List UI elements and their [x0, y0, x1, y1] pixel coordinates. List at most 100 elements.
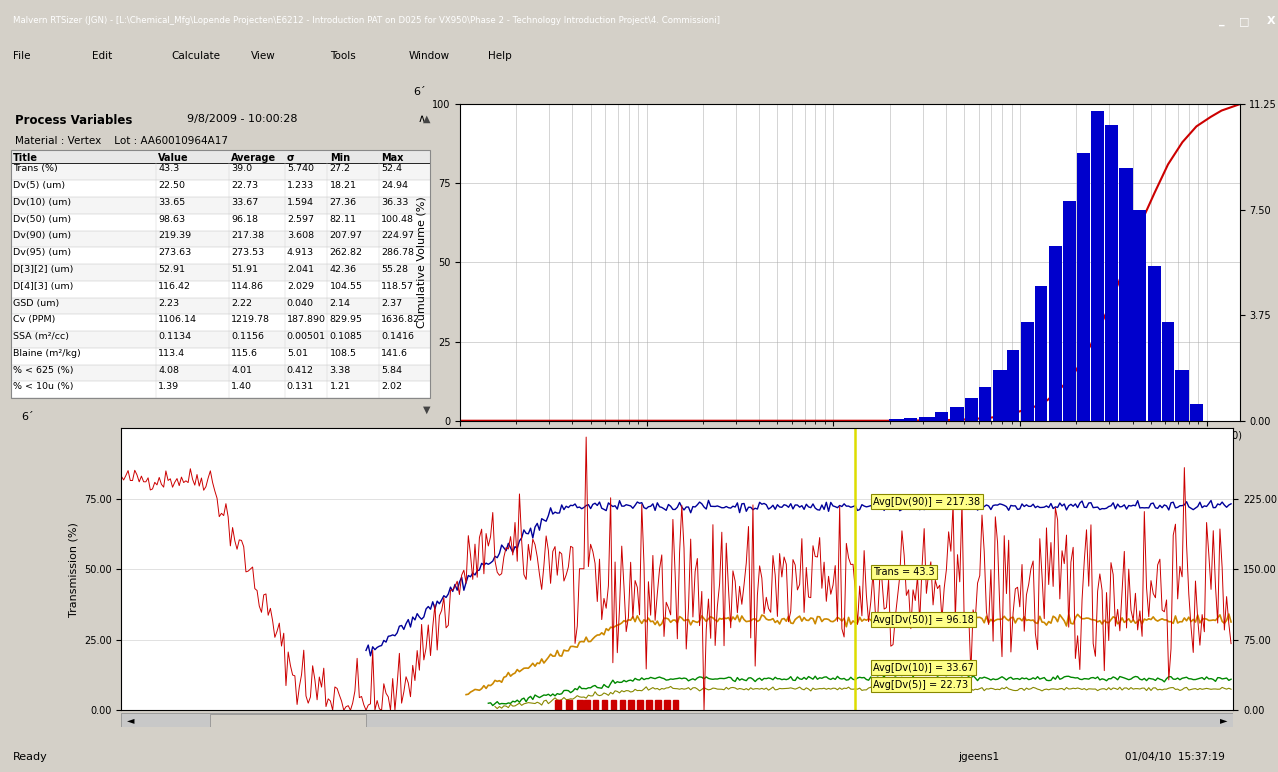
Text: 52.91: 52.91: [158, 265, 185, 274]
Text: 52.4: 52.4: [381, 164, 403, 174]
Text: 27.36: 27.36: [330, 198, 357, 207]
Text: Avg[Dv(50)] = 96.18: Avg[Dv(50)] = 96.18: [873, 615, 974, 625]
Text: Trans = 43.3: Trans = 43.3: [873, 567, 934, 577]
Text: 141.6: 141.6: [381, 349, 408, 358]
Bar: [629, 700, 634, 710]
Text: 4.01: 4.01: [231, 366, 252, 374]
Text: 217.38: 217.38: [231, 232, 265, 240]
Y-axis label: Cumulative Volume (%): Cumulative Volume (%): [417, 197, 427, 328]
Text: Avg[Dv(90)] = 217.38: Avg[Dv(90)] = 217.38: [873, 496, 980, 506]
Text: 1636.82: 1636.82: [381, 315, 420, 324]
Text: 108.5: 108.5: [330, 349, 357, 358]
Bar: [1190, 404, 1203, 421]
Text: 0.1416: 0.1416: [381, 332, 414, 341]
Text: ◄: ◄: [127, 716, 134, 725]
Text: 82.11: 82.11: [330, 215, 357, 224]
Text: 4.913: 4.913: [286, 249, 314, 257]
Text: 33.67: 33.67: [231, 198, 258, 207]
Text: 262.82: 262.82: [330, 249, 363, 257]
Bar: [555, 700, 561, 710]
Bar: [1077, 154, 1090, 421]
Bar: [656, 700, 661, 710]
Text: 273.63: 273.63: [158, 249, 192, 257]
FancyBboxPatch shape: [10, 164, 431, 180]
Text: X: X: [1266, 16, 1275, 25]
Text: % < 10u (%): % < 10u (%): [13, 382, 73, 391]
Text: 0.131: 0.131: [286, 382, 314, 391]
Bar: [647, 700, 652, 710]
Text: 286.78: 286.78: [381, 249, 414, 257]
Bar: [889, 419, 905, 421]
Text: 0.00501: 0.00501: [286, 332, 326, 341]
Text: 829.95: 829.95: [330, 315, 363, 324]
Bar: [919, 417, 935, 421]
Bar: [1063, 201, 1076, 421]
Text: 2.597: 2.597: [286, 215, 314, 224]
Text: 96.18: 96.18: [231, 215, 258, 224]
Text: 0.040: 0.040: [286, 299, 314, 307]
Bar: [905, 418, 916, 421]
Text: % < 625 (%): % < 625 (%): [13, 366, 73, 374]
Text: 6´: 6´: [22, 412, 35, 422]
FancyBboxPatch shape: [121, 713, 1233, 727]
Text: 55.28: 55.28: [381, 265, 408, 274]
Text: 100.48: 100.48: [381, 215, 414, 224]
Text: 207.97: 207.97: [330, 232, 363, 240]
Text: 1.594: 1.594: [286, 198, 314, 207]
Bar: [1134, 210, 1146, 421]
Bar: [1105, 125, 1118, 421]
Text: 273.53: 273.53: [231, 249, 265, 257]
FancyBboxPatch shape: [10, 298, 431, 314]
Text: 5.84: 5.84: [381, 366, 403, 374]
Bar: [1049, 246, 1062, 421]
Bar: [1021, 322, 1034, 421]
Text: 2.02: 2.02: [381, 382, 403, 391]
Text: D[3][2] (um): D[3][2] (um): [13, 265, 73, 274]
FancyBboxPatch shape: [10, 150, 431, 163]
Text: 22.50: 22.50: [158, 181, 185, 190]
Text: Trans (%): Trans (%): [13, 164, 58, 174]
Text: 0.412: 0.412: [286, 366, 314, 374]
Text: σ: σ: [286, 154, 294, 164]
Text: jgeens1: jgeens1: [958, 752, 999, 761]
Text: Avg[Dv(5)] = 22.73: Avg[Dv(5)] = 22.73: [873, 679, 969, 689]
Text: 5.01: 5.01: [286, 349, 308, 358]
Bar: [1162, 322, 1174, 421]
FancyBboxPatch shape: [10, 264, 431, 281]
Text: ∧: ∧: [418, 113, 426, 124]
Text: 27.2: 27.2: [330, 164, 350, 174]
Y-axis label: Transmission (%): Transmission (%): [69, 522, 78, 617]
Text: 39.0: 39.0: [231, 164, 252, 174]
Text: 1219.78: 1219.78: [231, 315, 270, 324]
Bar: [1007, 350, 1020, 421]
Text: 1.39: 1.39: [158, 382, 179, 391]
Text: 224.97: 224.97: [381, 232, 414, 240]
Text: 22.73: 22.73: [231, 181, 258, 190]
Text: Min: Min: [330, 154, 350, 164]
Bar: [993, 370, 1007, 421]
Text: 6´: 6´: [413, 86, 426, 96]
FancyBboxPatch shape: [10, 197, 431, 214]
Bar: [578, 700, 583, 710]
Text: Dv(10) (um): Dv(10) (um): [13, 198, 72, 207]
Text: 5.740: 5.740: [286, 164, 314, 174]
FancyBboxPatch shape: [10, 314, 431, 331]
Text: _: _: [1219, 16, 1224, 25]
Bar: [1091, 111, 1104, 421]
Text: Tools: Tools: [330, 52, 355, 61]
Text: Malvern RTSizer (JGN) - [L:\Chemical_Mfg\Lopende Projecten\E6212 - Introduction : Malvern RTSizer (JGN) - [L:\Chemical_Mfg…: [13, 16, 720, 25]
Bar: [1120, 168, 1132, 421]
Text: Blaine (m²/kg): Blaine (m²/kg): [13, 349, 81, 358]
Text: 0.1156: 0.1156: [231, 332, 265, 341]
Bar: [638, 700, 643, 710]
Bar: [584, 700, 589, 710]
FancyBboxPatch shape: [10, 348, 431, 364]
FancyBboxPatch shape: [10, 331, 431, 348]
Text: 187.890: 187.890: [286, 315, 326, 324]
Text: 1106.14: 1106.14: [158, 315, 197, 324]
Text: D[4][3] (um): D[4][3] (um): [13, 282, 73, 291]
Text: 2.37: 2.37: [381, 299, 403, 307]
FancyBboxPatch shape: [10, 247, 431, 264]
Text: Dv(50) (um): Dv(50) (um): [13, 215, 72, 224]
Bar: [1035, 286, 1048, 421]
